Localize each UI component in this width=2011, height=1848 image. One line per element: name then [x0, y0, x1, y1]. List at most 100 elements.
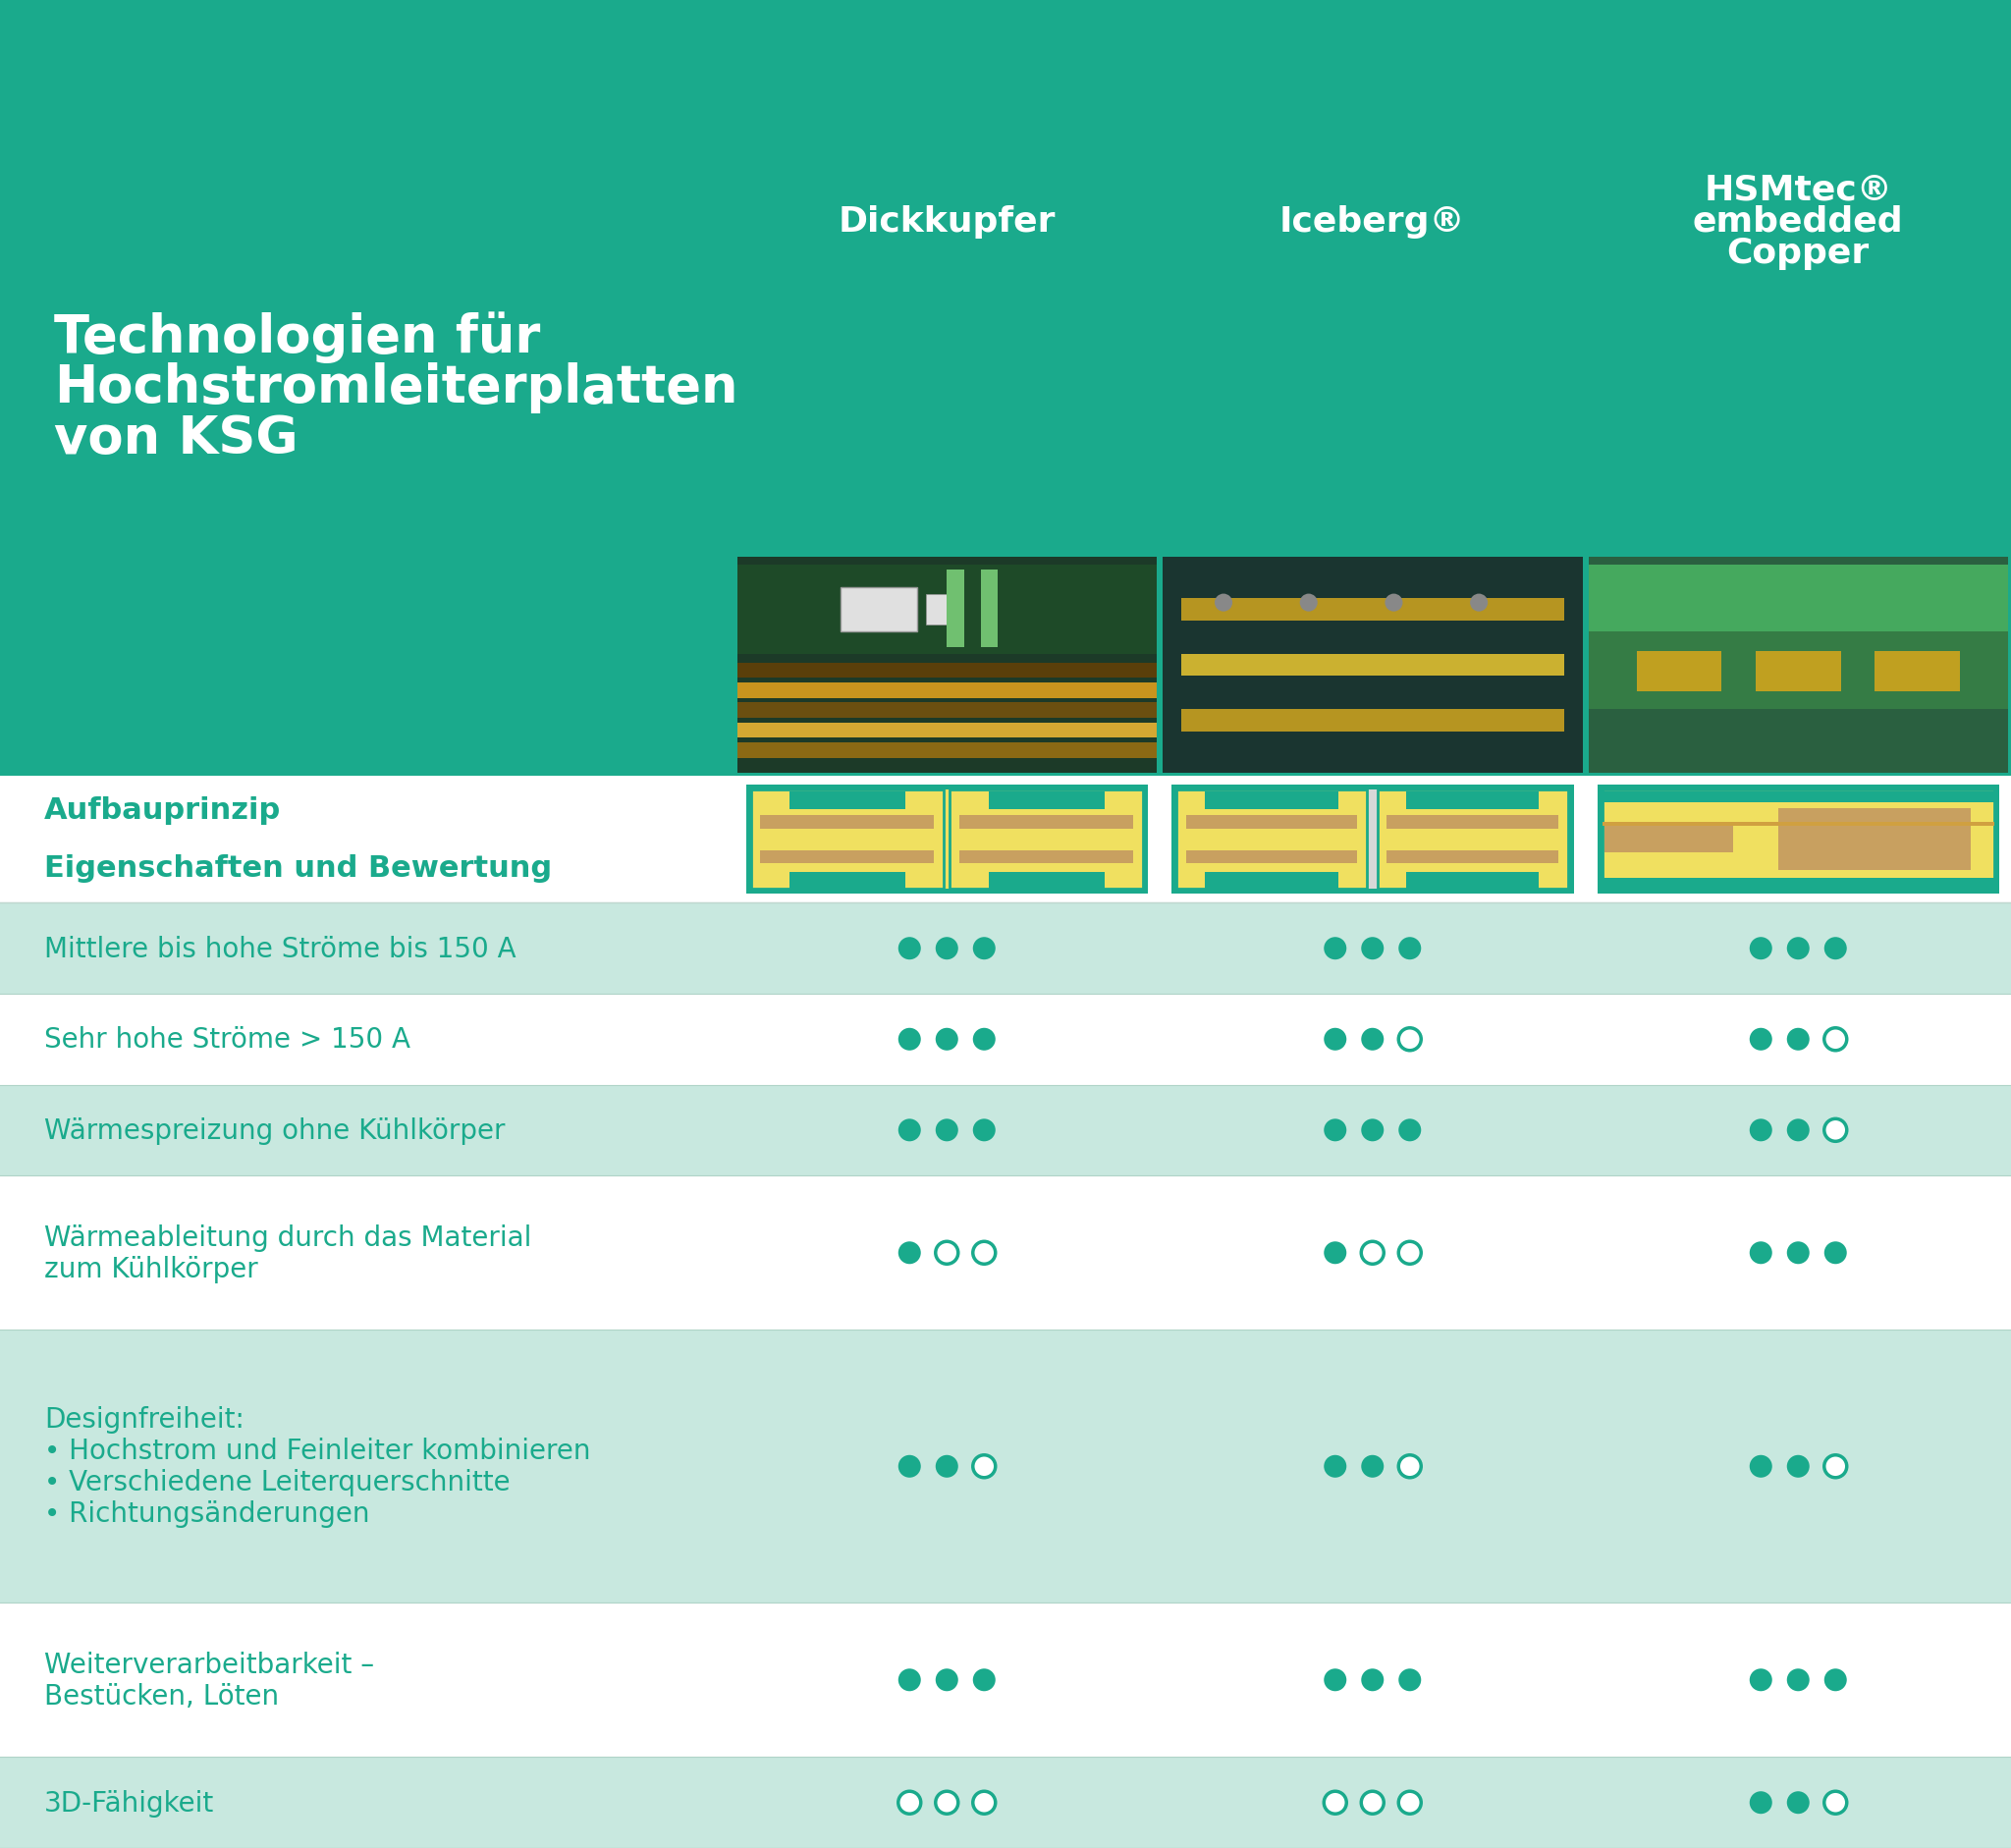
Circle shape	[1788, 1242, 1810, 1264]
Circle shape	[899, 1027, 921, 1052]
Circle shape	[1788, 1120, 1810, 1142]
Circle shape	[973, 1027, 995, 1052]
Bar	[1605, 826, 1733, 854]
Circle shape	[1750, 937, 1772, 959]
Bar	[1205, 793, 1337, 809]
Circle shape	[935, 1669, 957, 1691]
Bar	[1874, 652, 1961, 691]
Bar	[760, 815, 935, 863]
Bar	[1756, 652, 1840, 691]
Circle shape	[973, 1454, 995, 1478]
Bar	[1388, 828, 1559, 850]
Bar	[841, 588, 917, 632]
Circle shape	[1788, 1669, 1810, 1691]
Bar	[760, 828, 935, 850]
Bar	[1589, 565, 2009, 632]
Circle shape	[899, 1791, 921, 1815]
Bar	[0, 1602, 2011, 1757]
Bar	[1589, 565, 2009, 710]
Bar	[0, 1175, 2011, 1331]
Circle shape	[1323, 1791, 1347, 1815]
Circle shape	[1361, 1454, 1384, 1478]
Circle shape	[1398, 1242, 1422, 1264]
Bar	[1369, 789, 1378, 889]
Circle shape	[1386, 595, 1402, 612]
Bar	[736, 743, 1156, 758]
Text: Hochstromleiterplatten: Hochstromleiterplatten	[54, 362, 738, 414]
Bar	[1597, 785, 1999, 894]
Text: Iceberg®: Iceberg®	[1279, 205, 1466, 238]
Circle shape	[1750, 1242, 1772, 1264]
Circle shape	[1323, 1027, 1347, 1052]
Circle shape	[1323, 1120, 1347, 1142]
Circle shape	[1361, 1242, 1384, 1264]
Text: • Verschiedene Leiterquerschnitte: • Verschiedene Leiterquerschnitte	[44, 1469, 511, 1495]
Bar	[736, 684, 1156, 699]
Text: Wärmespreizung ohne Kühlkörper: Wärmespreizung ohne Kühlkörper	[44, 1116, 505, 1144]
Text: zum Kühlkörper: zum Kühlkörper	[44, 1255, 257, 1283]
Bar	[1162, 558, 1583, 772]
Bar	[1637, 652, 1721, 691]
Circle shape	[1398, 1027, 1422, 1052]
Circle shape	[1398, 1454, 1422, 1478]
Bar	[0, 1085, 2011, 1175]
Text: embedded: embedded	[1693, 205, 1904, 238]
Bar	[1589, 558, 2009, 772]
Circle shape	[935, 1454, 957, 1478]
Circle shape	[899, 1242, 921, 1264]
Circle shape	[1398, 1120, 1422, 1142]
Bar	[1378, 789, 1569, 889]
Circle shape	[1361, 1120, 1384, 1142]
Text: Copper: Copper	[1727, 237, 1870, 270]
Circle shape	[1361, 1669, 1384, 1691]
Circle shape	[1824, 1791, 1846, 1815]
Text: Eigenschaften und Bewertung: Eigenschaften und Bewertung	[44, 854, 551, 881]
Circle shape	[1215, 595, 1233, 612]
Bar	[1172, 785, 1573, 894]
Bar	[1162, 558, 1583, 772]
Bar	[0, 1331, 2011, 1602]
Circle shape	[1398, 1669, 1422, 1691]
Circle shape	[1323, 937, 1347, 959]
Text: Sehr hohe Ströme > 150 A: Sehr hohe Ströme > 150 A	[44, 1026, 410, 1053]
Circle shape	[935, 1242, 957, 1264]
Bar	[925, 595, 951, 625]
Bar	[0, 904, 2011, 994]
Circle shape	[1824, 1242, 1846, 1264]
Circle shape	[1398, 937, 1422, 959]
Circle shape	[973, 1242, 995, 1264]
Text: HSMtec®: HSMtec®	[1703, 174, 1892, 207]
Bar	[736, 558, 1156, 772]
Bar	[989, 872, 1104, 889]
Bar	[1388, 815, 1559, 863]
Circle shape	[1824, 937, 1846, 959]
Bar	[0, 994, 2011, 1085]
Bar	[1603, 822, 1995, 826]
Bar	[736, 723, 1156, 739]
Circle shape	[935, 1120, 957, 1142]
Circle shape	[973, 1669, 995, 1691]
Bar	[1603, 789, 1995, 889]
Circle shape	[1788, 1027, 1810, 1052]
Circle shape	[935, 1791, 957, 1815]
Circle shape	[899, 937, 921, 959]
Circle shape	[1299, 595, 1317, 612]
Bar	[750, 789, 943, 889]
Circle shape	[1323, 1454, 1347, 1478]
Bar	[736, 663, 1156, 678]
Bar	[1176, 789, 1569, 889]
Bar	[750, 789, 1142, 889]
Circle shape	[1788, 937, 1810, 959]
Circle shape	[899, 1669, 921, 1691]
Circle shape	[1788, 1791, 1810, 1815]
Circle shape	[1323, 1669, 1347, 1691]
Bar	[959, 828, 1134, 850]
Text: 3D-Fähigkeit: 3D-Fähigkeit	[44, 1789, 215, 1817]
Text: Dickkupfer: Dickkupfer	[839, 205, 1056, 238]
Text: Wärmeableitung durch das Material: Wärmeableitung durch das Material	[44, 1223, 531, 1251]
Circle shape	[1750, 1791, 1772, 1815]
Bar	[1378, 789, 1569, 889]
Bar	[947, 569, 963, 647]
Text: Mittlere bis hohe Ströme bis 150 A: Mittlere bis hohe Ströme bis 150 A	[44, 935, 517, 963]
Bar	[989, 793, 1104, 809]
